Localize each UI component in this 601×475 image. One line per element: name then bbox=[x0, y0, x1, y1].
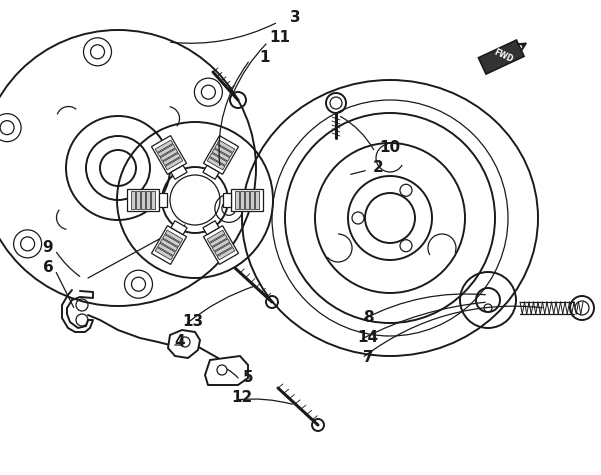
Bar bbox=[203, 221, 219, 235]
Bar bbox=[171, 165, 187, 179]
Text: 1: 1 bbox=[260, 50, 270, 66]
Text: 6: 6 bbox=[43, 260, 53, 276]
Text: 3: 3 bbox=[290, 10, 300, 26]
Bar bbox=[151, 191, 155, 209]
Text: 12: 12 bbox=[231, 390, 252, 406]
Bar bbox=[151, 226, 186, 265]
Bar bbox=[217, 140, 235, 152]
Bar bbox=[231, 189, 263, 211]
Bar bbox=[210, 235, 227, 247]
Bar bbox=[159, 193, 167, 207]
Bar bbox=[212, 239, 230, 251]
Bar bbox=[212, 149, 230, 161]
Bar bbox=[160, 239, 178, 251]
Bar bbox=[171, 221, 187, 235]
Bar bbox=[478, 40, 524, 74]
Bar bbox=[215, 243, 233, 256]
Bar bbox=[165, 157, 183, 170]
Bar bbox=[157, 243, 175, 256]
Bar bbox=[240, 191, 244, 209]
Bar bbox=[215, 144, 233, 157]
Bar bbox=[131, 191, 135, 209]
Text: 14: 14 bbox=[358, 331, 379, 345]
Bar bbox=[146, 191, 150, 209]
Bar bbox=[217, 247, 235, 260]
Text: 4: 4 bbox=[175, 334, 185, 350]
Bar bbox=[155, 140, 173, 152]
Bar bbox=[127, 189, 159, 211]
Bar bbox=[203, 165, 219, 179]
Text: 9: 9 bbox=[43, 240, 53, 256]
Text: 2: 2 bbox=[373, 161, 383, 175]
Text: 10: 10 bbox=[379, 141, 400, 155]
Bar bbox=[160, 149, 178, 161]
Text: 5: 5 bbox=[243, 370, 253, 386]
Bar bbox=[155, 247, 173, 260]
Bar bbox=[157, 144, 175, 157]
Bar bbox=[163, 153, 180, 165]
Bar bbox=[141, 191, 145, 209]
Bar bbox=[151, 135, 186, 174]
Bar bbox=[210, 153, 227, 165]
Bar bbox=[207, 230, 225, 243]
Bar bbox=[204, 135, 239, 174]
Text: 7: 7 bbox=[362, 351, 373, 365]
Bar bbox=[165, 230, 183, 243]
Text: FWD: FWD bbox=[492, 48, 514, 64]
Bar bbox=[204, 226, 239, 265]
Bar bbox=[250, 191, 254, 209]
Text: 11: 11 bbox=[269, 30, 290, 46]
Bar bbox=[207, 157, 225, 170]
Bar bbox=[235, 191, 239, 209]
Bar bbox=[255, 191, 259, 209]
Polygon shape bbox=[168, 330, 200, 358]
Bar bbox=[245, 191, 249, 209]
Text: 13: 13 bbox=[183, 314, 204, 330]
Bar bbox=[136, 191, 140, 209]
Bar bbox=[163, 235, 180, 247]
Bar bbox=[223, 193, 231, 207]
Text: 8: 8 bbox=[362, 311, 373, 325]
Polygon shape bbox=[205, 356, 248, 385]
